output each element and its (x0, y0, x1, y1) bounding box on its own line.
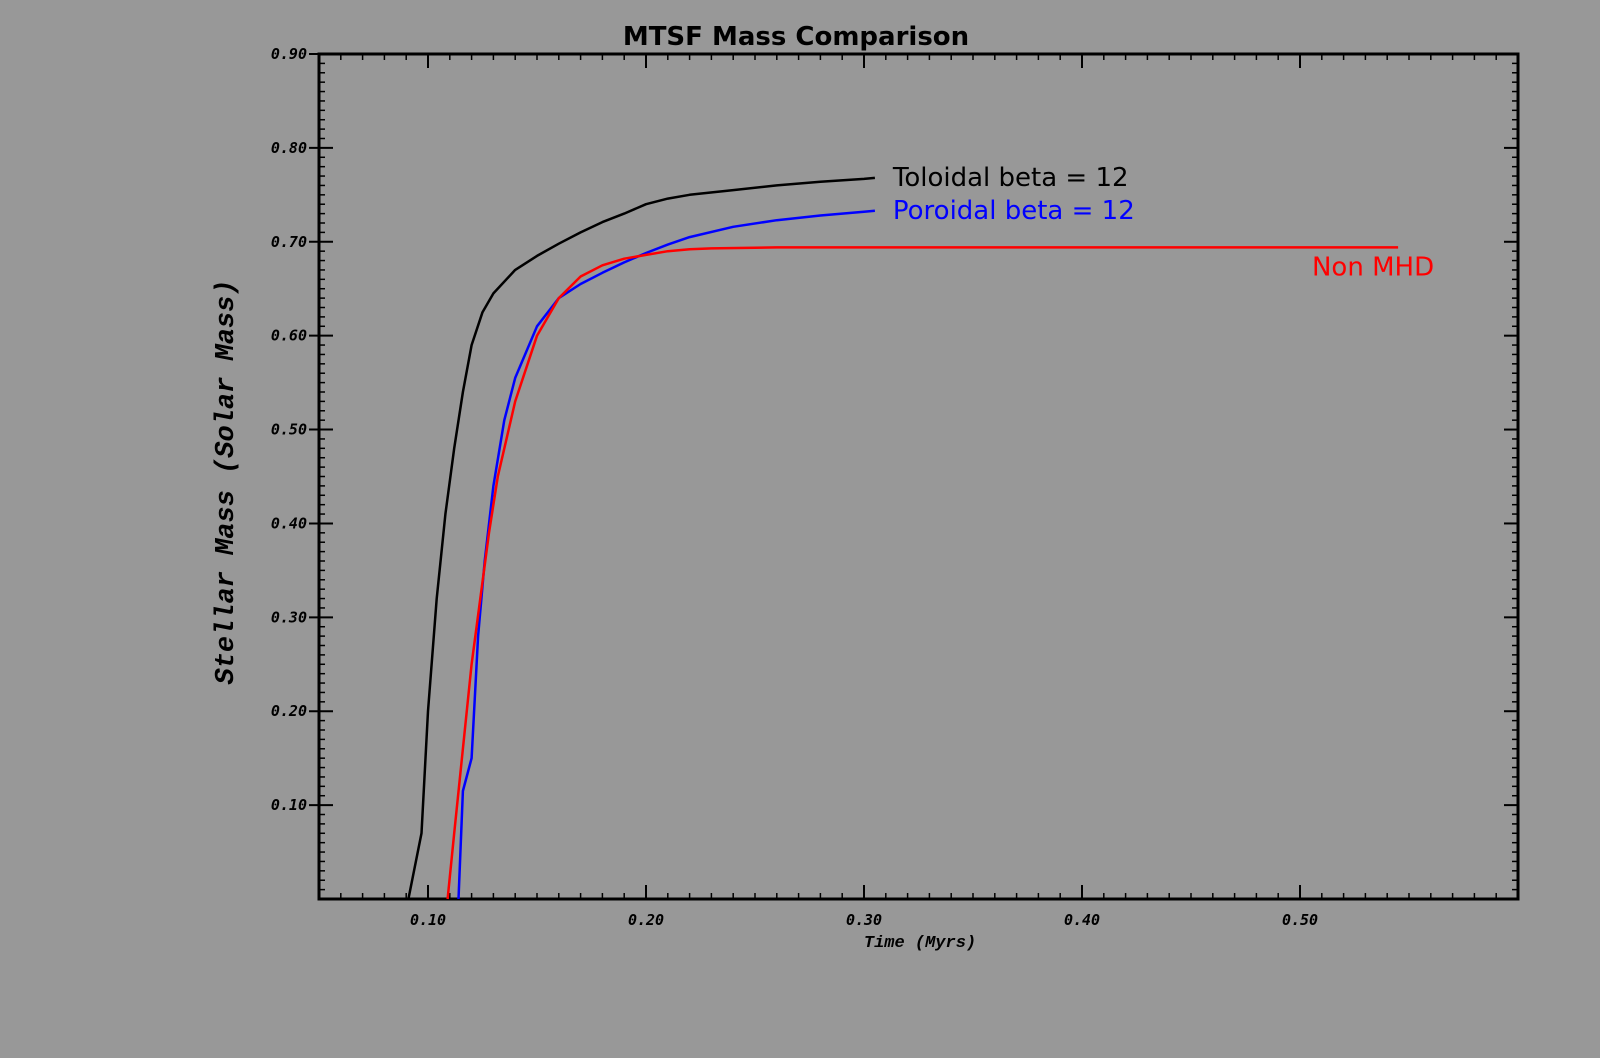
y-tick-label: 0.70 (271, 233, 307, 251)
y-minor-ticks (319, 62, 1518, 891)
y-tick-label: 0.60 (271, 327, 307, 345)
y-tick-label: 0.10 (271, 796, 307, 814)
y-axis-label: Stellar Mass (Solar Mass) (212, 279, 242, 684)
series-line-2 (446, 246, 1399, 900)
x-minor-ticks (318, 54, 1497, 899)
x-axis-ticks: 0.10 0.20 0.30 0.40 0.50 (410, 54, 1318, 929)
chart-title: MTSF Mass Comparison (623, 22, 969, 52)
series-label-1: Poroidal beta = 12 (893, 196, 1135, 226)
y-axis-ticks: 0.10 0.20 0.30 0.40 0.50 0.60 0.70 0.80 0.90 (271, 45, 1518, 814)
x-tick-label: 0.10 (410, 911, 446, 929)
y-tick-label: 0.20 (271, 702, 307, 720)
series-layer (407, 176, 1399, 900)
series-label-2: Non MHD (1312, 252, 1434, 282)
series-line-0 (407, 176, 876, 900)
y-tick-label: 0.80 (271, 139, 307, 157)
y-tick-label: 0.40 (271, 514, 307, 532)
x-axis-label: Time (Myrs) (864, 934, 976, 953)
series-label-0: Toloidal beta = 12 (892, 163, 1129, 193)
series-line-1 (457, 209, 876, 900)
y-tick-label: 0.50 (271, 421, 307, 439)
x-tick-label: 0.40 (1064, 911, 1100, 929)
x-tick-label: 0.20 (628, 911, 664, 929)
x-tick-label: 0.50 (1282, 911, 1318, 929)
y-tick-label: 0.90 (271, 45, 307, 63)
y-tick-label: 0.30 (271, 608, 307, 626)
x-tick-label: 0.30 (846, 911, 882, 929)
